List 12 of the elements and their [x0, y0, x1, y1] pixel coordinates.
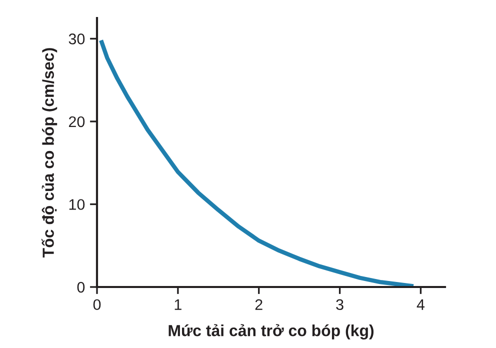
x-axis-title: Mức tải cản trở co bóp (kg)	[168, 324, 374, 340]
x-tick-label: 1	[174, 299, 182, 310]
y-tick-label: 10	[69, 199, 85, 210]
line-series	[98, 38, 416, 287]
y-tick-label: 30	[68, 34, 85, 44]
y-tick-label: 0	[77, 282, 85, 293]
x-tick-label: 0	[93, 299, 101, 310]
x-tick-label: 3	[336, 299, 344, 310]
x-tick-label: 4	[416, 299, 425, 310]
y-axis-title: Tốc độ của co bóp (cm/sec)	[42, 48, 58, 258]
x-tick-label: 2	[255, 299, 262, 310]
y-tick-label: 20	[68, 116, 85, 128]
